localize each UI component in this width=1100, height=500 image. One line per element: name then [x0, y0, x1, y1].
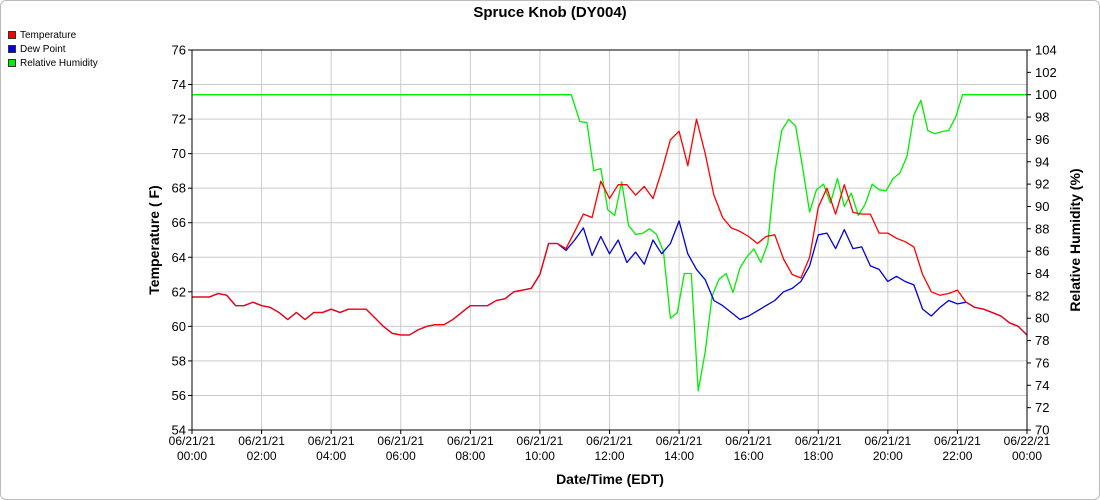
- x-tick-label-date: 06/21/21: [238, 434, 285, 448]
- legend-item-dew-point: Dew Point: [8, 42, 98, 56]
- y-tick-label-left: 58: [172, 353, 186, 368]
- legend-label-dew-point: Dew Point: [20, 43, 66, 55]
- x-tick-label-time: 16:00: [734, 449, 764, 463]
- series-lines: [192, 94, 1027, 392]
- y-tick-label-left: 68: [172, 181, 186, 196]
- axes: 54 56 58 60 62 64 66 68 70 72 74 76 70 72 74 76 78 80 82 84…: [169, 43, 1057, 464]
- y-tick-label-right: 80: [1035, 311, 1049, 326]
- legend-label-temperature: Temperature: [20, 29, 77, 41]
- legend: Temperature Dew Point Relative Humidity: [8, 28, 98, 70]
- y-tick-label-left: 56: [172, 388, 186, 403]
- y-tick-label-left: 60: [172, 319, 186, 334]
- legend-swatch-temperature: [8, 31, 16, 39]
- y-tick-label-right: 88: [1035, 221, 1049, 236]
- x-tick-label-date: 06/21/21: [864, 434, 911, 448]
- x-tick-label-date: 06/21/21: [169, 434, 216, 448]
- x-tick-label-time: 14:00: [664, 449, 694, 463]
- y-tick-label-right: 94: [1035, 154, 1049, 169]
- x-tick-label-date: 06/21/21: [795, 434, 842, 448]
- y-tick-label-left: 62: [172, 284, 186, 299]
- x-tick-label-date: 06/21/21: [447, 434, 494, 448]
- legend-swatch-relative-humidity: [8, 59, 16, 67]
- x-tick-label-date: 06/21/21: [934, 434, 981, 448]
- y-tick-label-left: 72: [172, 112, 186, 127]
- series-line-temperature: [192, 118, 1027, 336]
- x-tick-label-time: 12:00: [594, 449, 624, 463]
- y-axis-label-right: Relative Humidity (%): [1067, 168, 1083, 311]
- y-tick-label-right: 100: [1035, 87, 1057, 102]
- y-tick-label-right: 86: [1035, 244, 1049, 259]
- y-tick-label-right: 82: [1035, 288, 1049, 303]
- x-tick-label-date: 06/21/21: [586, 434, 633, 448]
- y-tick-label-right: 72: [1035, 400, 1049, 415]
- y-tick-label-right: 84: [1035, 266, 1049, 281]
- y-tick-label-left: 74: [172, 77, 186, 92]
- x-tick-label-date: 06/21/21: [308, 434, 355, 448]
- x-tick-label-time: 00:00: [1012, 449, 1042, 463]
- y-tick-label-right: 70: [1035, 423, 1049, 438]
- y-tick-label-left: 70: [172, 146, 186, 161]
- plot-frame: [191, 49, 1028, 431]
- x-tick-label-date: 06/21/21: [377, 434, 424, 448]
- x-tick-label-date: 06/21/21: [517, 434, 564, 448]
- y-tick-label-right: 76: [1035, 355, 1049, 370]
- y-tick-label-left: 76: [172, 43, 186, 58]
- chart-title: Spruce Knob (DY004): [473, 4, 627, 21]
- series-line-relative-humidity: [192, 94, 1027, 392]
- y-tick-label-left: 64: [172, 250, 186, 265]
- x-tick-label-date: 06/22/21: [1004, 434, 1051, 448]
- x-tick-label-time: 04:00: [316, 449, 346, 463]
- y-tick-label-left: 54: [172, 423, 186, 438]
- y-tick-label-right: 104: [1035, 43, 1057, 58]
- y-tick-label-right: 102: [1035, 65, 1057, 80]
- x-tick-label-time: 18:00: [803, 449, 833, 463]
- y-tick-label-right: 78: [1035, 333, 1049, 348]
- y-tick-label-right: 98: [1035, 110, 1049, 125]
- y-axis-label-left: Temperature ( F): [146, 185, 162, 294]
- x-tick-label-time: 02:00: [247, 449, 277, 463]
- x-tick-label-time: 10:00: [525, 449, 555, 463]
- x-tick-label-time: 20:00: [873, 449, 903, 463]
- x-axis-label: Date/Time (EDT): [556, 471, 664, 487]
- y-tick-label-right: 92: [1035, 177, 1049, 192]
- legend-label-relative-humidity: Relative Humidity: [20, 57, 98, 69]
- y-tick-label-right: 96: [1035, 132, 1049, 147]
- y-tick-label-right: 74: [1035, 378, 1049, 393]
- x-tick-label-time: 06:00: [386, 449, 416, 463]
- x-tick-label-time: 22:00: [942, 449, 972, 463]
- x-tick-label-date: 06/21/21: [656, 434, 703, 448]
- y-tick-label-right: 90: [1035, 199, 1049, 214]
- x-tick-label-time: 08:00: [455, 449, 485, 463]
- legend-swatch-dew-point: [8, 45, 16, 53]
- y-tick-label-left: 66: [172, 215, 186, 230]
- x-tick-label-date: 06/21/21: [725, 434, 772, 448]
- x-tick-label-time: 00:00: [177, 449, 207, 463]
- legend-item-relative-humidity: Relative Humidity: [8, 56, 98, 70]
- legend-item-temperature: Temperature: [8, 28, 98, 42]
